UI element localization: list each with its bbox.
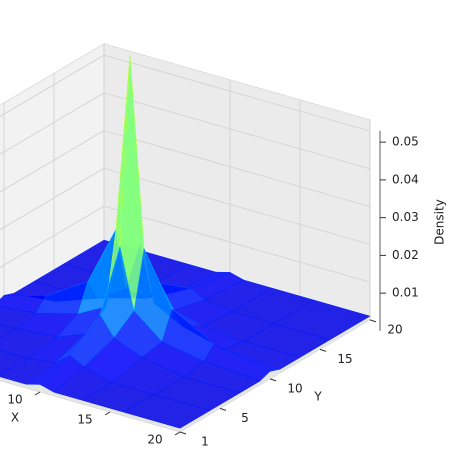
grid-line	[0, 168, 105, 231]
surface	[0, 55, 371, 429]
x-tick-label: 10	[7, 393, 22, 407]
x-tick-label: 15	[77, 413, 92, 427]
x-axis-label: X	[11, 411, 19, 425]
z-tick-label: 0.02	[392, 248, 419, 262]
y-tick-label: 1	[201, 435, 209, 449]
y-tick-label: 20	[387, 322, 402, 336]
y-tick-label: 15	[337, 352, 352, 366]
y-tick	[269, 378, 277, 382]
x-tick	[34, 391, 41, 396]
surface-face	[123, 394, 211, 429]
grid-line	[103, 92, 371, 170]
grid-line	[103, 54, 371, 132]
y-axis-label: Y	[313, 390, 322, 404]
z-tick-label: 0.01	[392, 286, 419, 300]
grid-line	[103, 168, 371, 245]
y-tick	[369, 319, 377, 323]
grid-line	[0, 92, 105, 155]
z-tick-label: 0.04	[392, 172, 419, 186]
y-tick	[319, 348, 327, 352]
x-tick	[174, 431, 181, 436]
z-tick-label: 0.05	[392, 135, 419, 149]
z-axis-label: Density	[433, 199, 447, 245]
x-tick	[104, 411, 111, 416]
z-tick-label: 0.03	[392, 210, 419, 224]
y-tick-label: 10	[287, 381, 302, 395]
grid-line	[0, 130, 105, 193]
grid-line	[0, 205, 105, 268]
x-tick-label: 20	[147, 433, 162, 447]
grid-line	[103, 205, 371, 283]
y-tick	[219, 407, 227, 411]
y-tick	[179, 431, 187, 435]
grid-line	[0, 54, 105, 117]
y-tick-label: 5	[241, 411, 249, 425]
grid-line	[103, 130, 371, 208]
